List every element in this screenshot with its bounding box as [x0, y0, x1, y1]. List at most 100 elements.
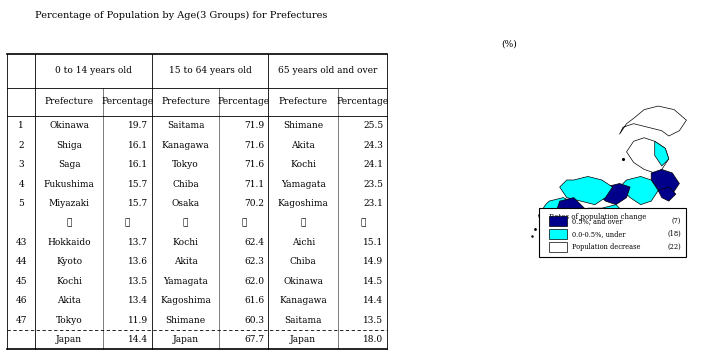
Text: 45: 45 — [15, 277, 27, 286]
Text: Japan: Japan — [290, 335, 316, 344]
Text: 4: 4 — [18, 180, 24, 189]
Text: (7): (7) — [672, 217, 681, 225]
Text: 19.7: 19.7 — [127, 121, 148, 130]
Text: Saga: Saga — [58, 160, 80, 169]
Text: Kochi: Kochi — [172, 238, 199, 247]
Text: 14.4: 14.4 — [127, 335, 148, 344]
Text: (22): (22) — [667, 243, 681, 251]
Text: Kochi: Kochi — [56, 277, 82, 286]
Text: 62.4: 62.4 — [244, 238, 264, 247]
FancyBboxPatch shape — [539, 208, 686, 257]
Text: Saitama: Saitama — [167, 121, 204, 130]
Text: 67.7: 67.7 — [244, 335, 264, 344]
Text: Akita: Akita — [291, 141, 315, 150]
Text: (%): (%) — [502, 40, 517, 49]
Text: Akita: Akita — [57, 296, 81, 305]
Polygon shape — [627, 138, 669, 173]
Text: 43: 43 — [15, 238, 27, 247]
Polygon shape — [651, 170, 679, 198]
Text: Tokyo: Tokyo — [172, 160, 199, 169]
Text: 3: 3 — [18, 160, 24, 169]
Text: 13.7: 13.7 — [128, 238, 148, 247]
Text: Kyoto: Kyoto — [56, 257, 82, 266]
Text: 11.9: 11.9 — [127, 316, 148, 325]
Polygon shape — [560, 176, 612, 204]
Text: Prefecture: Prefecture — [44, 98, 94, 107]
Text: 0.0-0.5%, under: 0.0-0.5%, under — [572, 230, 625, 238]
Text: ⋮: ⋮ — [301, 219, 306, 228]
Text: 14.9: 14.9 — [363, 257, 383, 266]
Text: 60.3: 60.3 — [244, 316, 264, 325]
Text: Kagoshima: Kagoshima — [160, 296, 211, 305]
Polygon shape — [655, 141, 669, 166]
Text: Fukushima: Fukushima — [44, 180, 94, 189]
Text: 18.0: 18.0 — [363, 335, 383, 344]
Text: 46: 46 — [15, 296, 27, 305]
Text: Percentage: Percentage — [101, 98, 153, 107]
Text: Chiba: Chiba — [172, 180, 199, 189]
FancyBboxPatch shape — [549, 243, 567, 252]
Text: Japan: Japan — [56, 335, 82, 344]
Text: Kagoshima: Kagoshima — [278, 199, 329, 208]
Text: 0.5%, and over: 0.5%, and over — [572, 217, 622, 225]
Text: 62.0: 62.0 — [244, 277, 264, 286]
Text: Prefecture: Prefecture — [161, 98, 210, 107]
Text: Kanagawa: Kanagawa — [279, 296, 327, 305]
Text: 15.7: 15.7 — [127, 199, 148, 208]
Text: 15.1: 15.1 — [363, 238, 383, 247]
Text: Yamagata: Yamagata — [163, 277, 208, 286]
Polygon shape — [584, 204, 623, 226]
Text: 71.6: 71.6 — [244, 141, 264, 150]
Text: 13.5: 13.5 — [363, 316, 383, 325]
Text: Osaka: Osaka — [172, 199, 200, 208]
Polygon shape — [620, 176, 658, 204]
Text: Chiba: Chiba — [290, 257, 317, 266]
Text: Kanagawa: Kanagawa — [162, 141, 209, 150]
Text: Population decrease: Population decrease — [572, 243, 641, 251]
Text: 2: 2 — [18, 141, 24, 150]
Polygon shape — [556, 198, 584, 222]
Polygon shape — [620, 106, 686, 136]
Text: 13.6: 13.6 — [128, 257, 148, 266]
Text: Percentage of Population by Age(3 Groups) for Prefectures: Percentage of Population by Age(3 Groups… — [35, 11, 327, 20]
Text: 23.1: 23.1 — [363, 199, 383, 208]
Text: Okinawa: Okinawa — [283, 277, 323, 286]
Text: 61.6: 61.6 — [244, 296, 264, 305]
Text: 71.6: 71.6 — [244, 160, 264, 169]
Text: ⋮: ⋮ — [360, 219, 365, 228]
Text: 14.5: 14.5 — [363, 277, 383, 286]
Text: Shimane: Shimane — [283, 121, 323, 130]
Text: ⋮: ⋮ — [183, 219, 188, 228]
Text: 24.3: 24.3 — [363, 141, 383, 150]
Text: Shimane: Shimane — [165, 316, 206, 325]
Text: Japan: Japan — [172, 335, 199, 344]
Text: Percentage: Percentage — [337, 98, 389, 107]
Text: Saitama: Saitama — [284, 316, 322, 325]
Text: 24.1: 24.1 — [363, 160, 383, 169]
FancyBboxPatch shape — [549, 216, 567, 226]
Text: 1: 1 — [18, 121, 24, 130]
Text: Hokkaido: Hokkaido — [47, 238, 91, 247]
Text: Shiga: Shiga — [56, 141, 82, 150]
Text: 16.1: 16.1 — [127, 160, 148, 169]
Text: 14.4: 14.4 — [363, 296, 383, 305]
Text: Aichi: Aichi — [291, 238, 315, 247]
Text: 47: 47 — [15, 316, 27, 325]
Text: 65 years old and over: 65 years old and over — [278, 67, 377, 76]
FancyBboxPatch shape — [549, 229, 567, 239]
Text: ⋮: ⋮ — [66, 219, 72, 228]
Text: Kochi: Kochi — [290, 160, 316, 169]
Text: ⋮: ⋮ — [241, 219, 246, 228]
Text: 71.1: 71.1 — [244, 180, 264, 189]
Polygon shape — [539, 198, 584, 243]
Polygon shape — [658, 187, 676, 201]
Text: 23.5: 23.5 — [363, 180, 383, 189]
Text: 62.3: 62.3 — [244, 257, 264, 266]
Text: 71.9: 71.9 — [244, 121, 264, 130]
Text: Okinawa: Okinawa — [49, 121, 89, 130]
Text: 13.5: 13.5 — [127, 277, 148, 286]
Text: (18): (18) — [667, 230, 681, 238]
Text: 0 to 14 years old: 0 to 14 years old — [56, 67, 132, 76]
Text: 15.7: 15.7 — [127, 180, 148, 189]
Text: Yamagata: Yamagata — [281, 180, 326, 189]
